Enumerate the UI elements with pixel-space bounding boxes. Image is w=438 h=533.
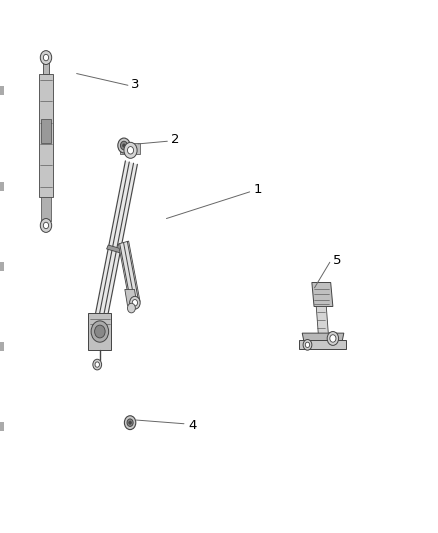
- Polygon shape: [93, 160, 138, 326]
- Polygon shape: [43, 62, 49, 74]
- Polygon shape: [41, 119, 51, 143]
- Polygon shape: [0, 182, 4, 191]
- Text: 1: 1: [254, 183, 262, 196]
- Polygon shape: [41, 197, 51, 221]
- Circle shape: [127, 419, 133, 426]
- Polygon shape: [106, 245, 123, 253]
- Polygon shape: [125, 289, 137, 305]
- Circle shape: [95, 362, 99, 367]
- Circle shape: [120, 141, 127, 150]
- Circle shape: [93, 359, 102, 370]
- Circle shape: [327, 332, 339, 345]
- Circle shape: [124, 142, 137, 158]
- Polygon shape: [0, 86, 4, 95]
- Circle shape: [127, 147, 134, 154]
- Circle shape: [123, 144, 125, 147]
- Text: 4: 4: [188, 419, 197, 432]
- Polygon shape: [120, 146, 133, 154]
- Circle shape: [43, 222, 49, 229]
- Polygon shape: [128, 143, 140, 154]
- Polygon shape: [299, 340, 346, 349]
- Circle shape: [129, 421, 131, 424]
- Circle shape: [305, 342, 310, 348]
- Circle shape: [130, 296, 140, 309]
- Circle shape: [127, 303, 135, 313]
- Polygon shape: [0, 262, 4, 271]
- Circle shape: [40, 51, 52, 64]
- Polygon shape: [0, 422, 4, 431]
- Circle shape: [303, 340, 312, 350]
- Text: 5: 5: [333, 254, 341, 266]
- Circle shape: [330, 335, 336, 342]
- Polygon shape: [316, 306, 328, 336]
- Circle shape: [91, 321, 109, 342]
- Circle shape: [118, 138, 130, 153]
- Circle shape: [43, 54, 49, 61]
- Polygon shape: [39, 74, 53, 197]
- Circle shape: [124, 416, 136, 430]
- Polygon shape: [0, 342, 4, 351]
- Text: 2: 2: [171, 133, 179, 146]
- Text: 3: 3: [131, 78, 140, 91]
- Circle shape: [95, 325, 105, 338]
- Polygon shape: [302, 333, 344, 344]
- Circle shape: [132, 300, 138, 306]
- Circle shape: [40, 219, 52, 232]
- Polygon shape: [312, 282, 333, 306]
- Polygon shape: [118, 241, 140, 304]
- Polygon shape: [88, 313, 111, 350]
